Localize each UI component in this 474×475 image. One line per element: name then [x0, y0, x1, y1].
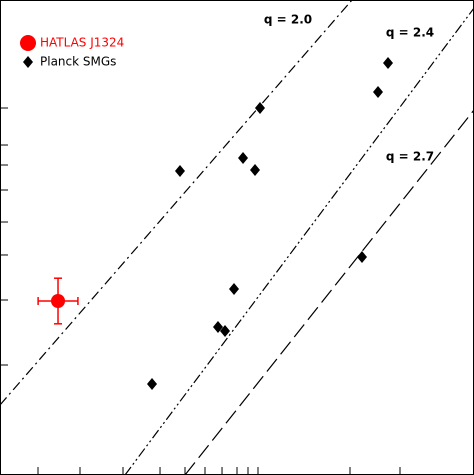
point [250, 164, 261, 177]
line-label: q = 2.0 [264, 13, 312, 27]
point [238, 151, 249, 164]
point [174, 165, 185, 177]
point [383, 56, 394, 69]
point [356, 251, 367, 264]
point [51, 294, 66, 309]
q-line [0, 0, 353, 406]
legend-marker [23, 56, 33, 68]
point [229, 282, 240, 295]
legend-label: Planck SMGs [40, 55, 116, 69]
q-line [184, 109, 474, 475]
point [254, 102, 265, 115]
point [220, 324, 231, 337]
legend-marker [20, 35, 36, 51]
legend-label: HATLAS J1324 [40, 36, 124, 50]
q-line [124, 7, 474, 475]
point [212, 320, 223, 333]
line-label: q = 2.7 [386, 150, 434, 164]
point [147, 377, 158, 390]
point [373, 86, 384, 99]
line-label: q = 2.4 [386, 26, 434, 40]
